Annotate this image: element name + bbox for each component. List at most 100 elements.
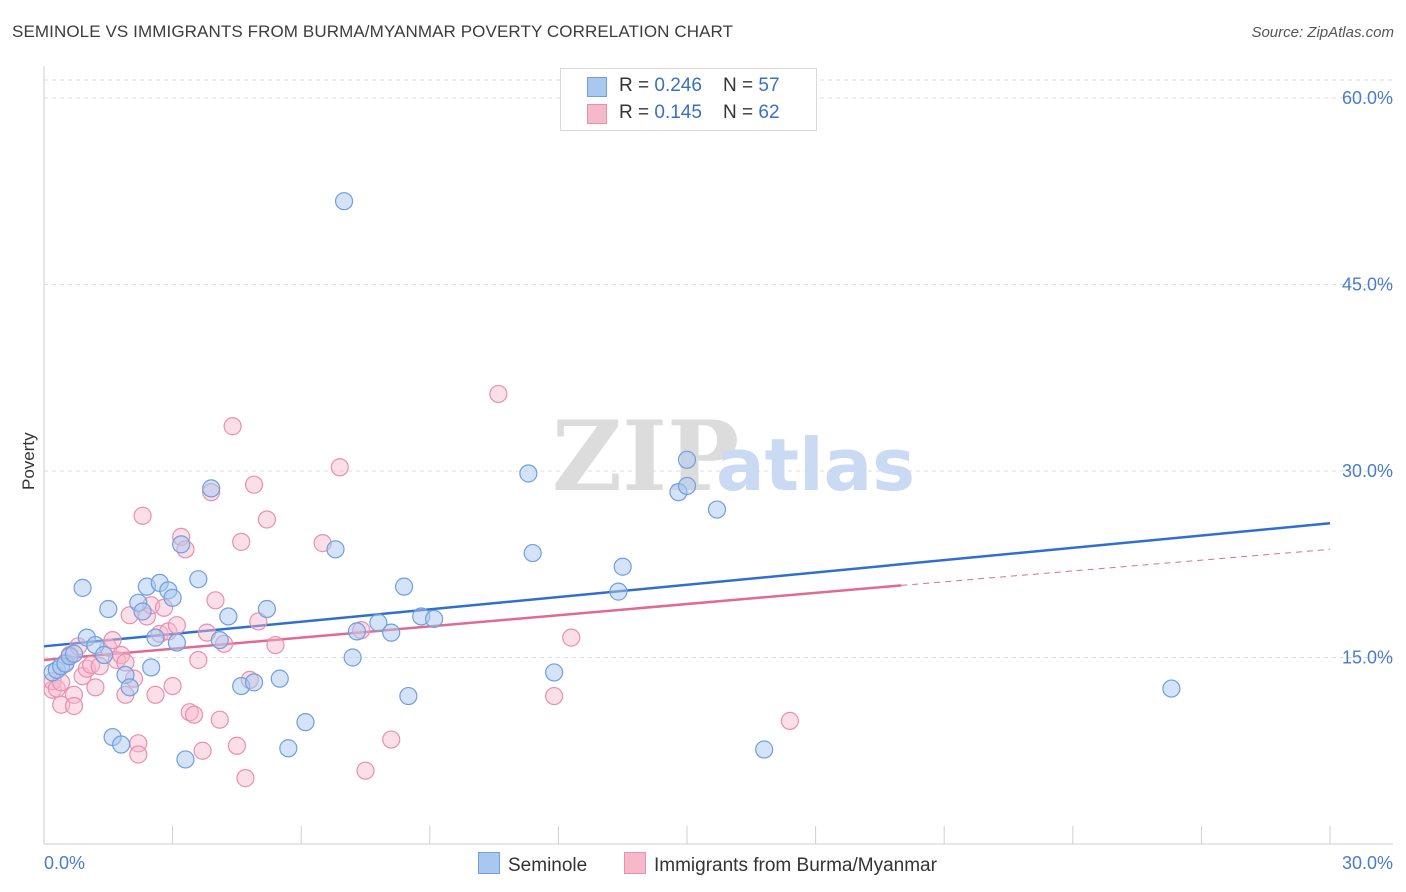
bottom-legend-label-burma: Immigrants from Burma/Myanmar	[654, 855, 937, 876]
point-seminole	[219, 607, 238, 626]
legend-text-seminole: R = 0.246 N = 57	[619, 75, 780, 96]
point-burma	[210, 710, 229, 729]
point-burma	[249, 612, 268, 631]
point-seminole	[163, 588, 182, 607]
point-seminole	[1162, 679, 1181, 698]
grid-lines	[44, 79, 1393, 658]
watermark: ZIP atlas	[552, 400, 915, 513]
point-burma	[382, 730, 401, 749]
point-seminole	[202, 479, 221, 498]
point-seminole	[382, 623, 401, 642]
point-burma	[232, 532, 251, 551]
point-burma	[133, 506, 152, 525]
point-burma	[189, 650, 208, 670]
point-burma	[184, 705, 204, 724]
point-seminole	[142, 658, 161, 677]
x-tick-label-max: 30.0%	[1342, 853, 1393, 873]
point-burma	[163, 676, 182, 696]
point-seminole	[755, 740, 774, 759]
point-burma	[193, 741, 212, 760]
point-burma	[266, 635, 285, 655]
bottom-legend-swatch-pink	[624, 852, 646, 874]
point-seminole	[73, 578, 92, 597]
point-seminole	[545, 663, 564, 682]
point-burma	[167, 616, 186, 635]
point-seminole	[64, 644, 84, 663]
y-tick-label: 30.0%	[1342, 461, 1393, 481]
point-seminole	[167, 633, 186, 652]
point-seminole	[609, 582, 628, 601]
point-burma	[86, 678, 105, 697]
axes	[43, 66, 1393, 845]
point-seminole	[613, 557, 632, 576]
point-burma	[780, 711, 799, 731]
point-seminole	[94, 645, 114, 665]
point-seminole	[244, 673, 264, 692]
point-burma	[103, 630, 122, 650]
point-seminole	[424, 609, 444, 629]
point-seminole	[519, 464, 538, 483]
legend-text-burma: R = 0.145 N = 62	[619, 102, 780, 123]
point-seminole	[296, 713, 315, 732]
point-seminole	[334, 192, 354, 211]
trend-lines	[43, 521, 1331, 662]
trend-line-seminole	[43, 521, 1331, 648]
y-tick-label: 45.0%	[1342, 275, 1393, 295]
chart-title: SEMINOLE VS IMMIGRANTS FROM BURMA/MYANMA…	[12, 22, 734, 41]
point-burma	[257, 510, 277, 529]
point-burma	[236, 769, 255, 788]
point-seminole	[210, 630, 229, 650]
point-seminole	[394, 577, 414, 596]
point-seminole	[257, 599, 277, 619]
point-burma	[206, 591, 225, 610]
point-seminole	[677, 450, 697, 469]
bottom-legend-label-seminole: Seminole	[508, 855, 588, 876]
point-burma	[330, 458, 349, 477]
trend-line-burma-extension	[901, 548, 1331, 586]
point-burma	[64, 696, 84, 716]
point-seminole	[369, 613, 388, 632]
point-seminole	[347, 622, 367, 641]
point-seminole	[120, 678, 139, 697]
point-seminole	[112, 735, 131, 754]
x-tick-label-min: 0.0%	[44, 853, 85, 873]
point-seminole	[172, 535, 191, 554]
point-burma	[244, 475, 264, 494]
y-tick-label: 15.0%	[1342, 648, 1393, 668]
y-axis-label: Poverty	[19, 432, 38, 490]
watermark-zip: ZIP	[552, 400, 739, 513]
source-label: Source: ZipAtlas.com	[1251, 24, 1394, 41]
point-burma	[227, 736, 246, 755]
legend-swatch-pink	[587, 104, 607, 124]
point-burma	[146, 685, 165, 704]
point-seminole	[399, 686, 418, 706]
point-burma	[545, 686, 564, 706]
point-seminole	[189, 570, 208, 589]
point-seminole	[523, 543, 542, 563]
point-seminole	[146, 628, 165, 647]
point-seminole	[326, 540, 345, 559]
point-seminole	[279, 739, 298, 758]
bottom-legend-swatch-blue	[478, 852, 500, 874]
bottom-legend-seminole: Seminole	[478, 852, 587, 877]
point-burma	[489, 384, 508, 404]
y-tick-label: 60.0%	[1342, 88, 1393, 108]
point-seminole	[99, 599, 118, 619]
point-burma	[356, 761, 375, 780]
data-points	[43, 192, 1181, 788]
point-burma	[562, 628, 581, 647]
legend: R = 0.246 N = 57 R = 0.145 N = 62	[560, 68, 817, 131]
trend-line-burma	[43, 584, 902, 662]
tick-labels: 15.0% 30.0% 45.0% 60.0% 0.0% 30.0%	[44, 88, 1393, 873]
legend-swatch-blue	[587, 77, 607, 97]
point-burma	[223, 417, 242, 436]
point-burma	[129, 745, 148, 764]
bottom-legend-burma: Immigrants from Burma/Myanmar	[624, 852, 937, 877]
point-seminole	[343, 648, 362, 667]
point-seminole	[677, 476, 697, 496]
point-seminole	[270, 669, 289, 688]
point-seminole	[176, 750, 195, 769]
point-seminole	[707, 500, 727, 519]
watermark-atlas: atlas	[716, 423, 915, 507]
